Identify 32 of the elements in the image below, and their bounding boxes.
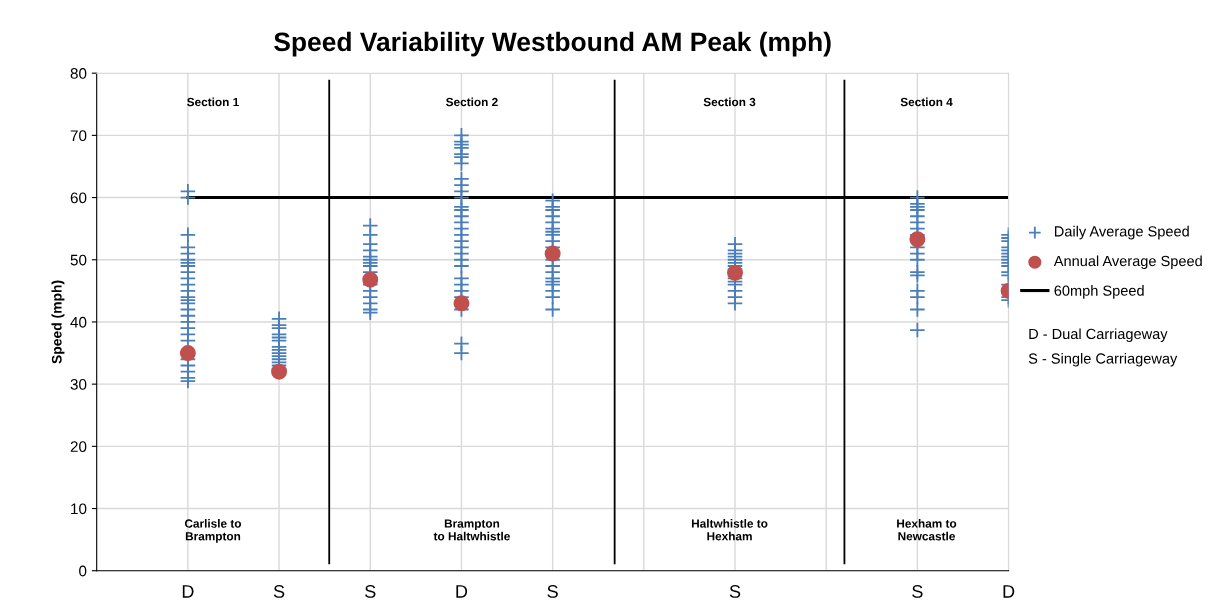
x-tick-label: S [365,585,376,598]
chart-title: Speed Variability Westbound AM Peak (mph) [274,31,831,57]
annotation: Section 2 [446,97,498,107]
legend-label: 60mph Speed [1054,285,1144,299]
text: D - Dual Carriageway [1029,328,1168,342]
y-axis-title: Speed (mph) [51,280,65,364]
x-tick-label: S [729,585,741,598]
annotation: Section 3 [703,97,756,107]
x-tick-label: S [273,585,285,598]
annotation: Section 1 [187,97,239,107]
annotation: Carlisle to Brampton [184,519,242,543]
y-tick-label: 60 [70,192,87,204]
annotation: Hexham to Newcastle [897,519,957,541]
annotation: Section 4 [900,97,953,107]
annotation: Haltwhistle to Hexham [691,519,768,541]
y-tick-label: 40 [70,316,87,328]
x-tick-label: D [182,585,194,598]
annotation: Brampton to Haltwhistle [433,519,510,541]
y-tick-label: 80 [70,68,87,79]
text: S - Single Carriageway [1028,352,1178,367]
y-tick-label: 30 [70,379,87,390]
x-tick-label: S [912,585,923,598]
legend-label: Daily Average Speed [1054,225,1189,240]
y-tick-label: 0 [79,565,87,577]
x-tick-label: D [1003,585,1015,598]
y-tick-label: 50 [70,254,87,266]
legend-label: Annual Average Speed [1053,255,1202,270]
x-tick-label: D [456,585,468,598]
y-tick-label: 10 [71,503,87,515]
y-tick-label: 20 [70,441,87,453]
y-tick-label: 70 [70,130,87,142]
x-tick-label: S [547,585,558,598]
